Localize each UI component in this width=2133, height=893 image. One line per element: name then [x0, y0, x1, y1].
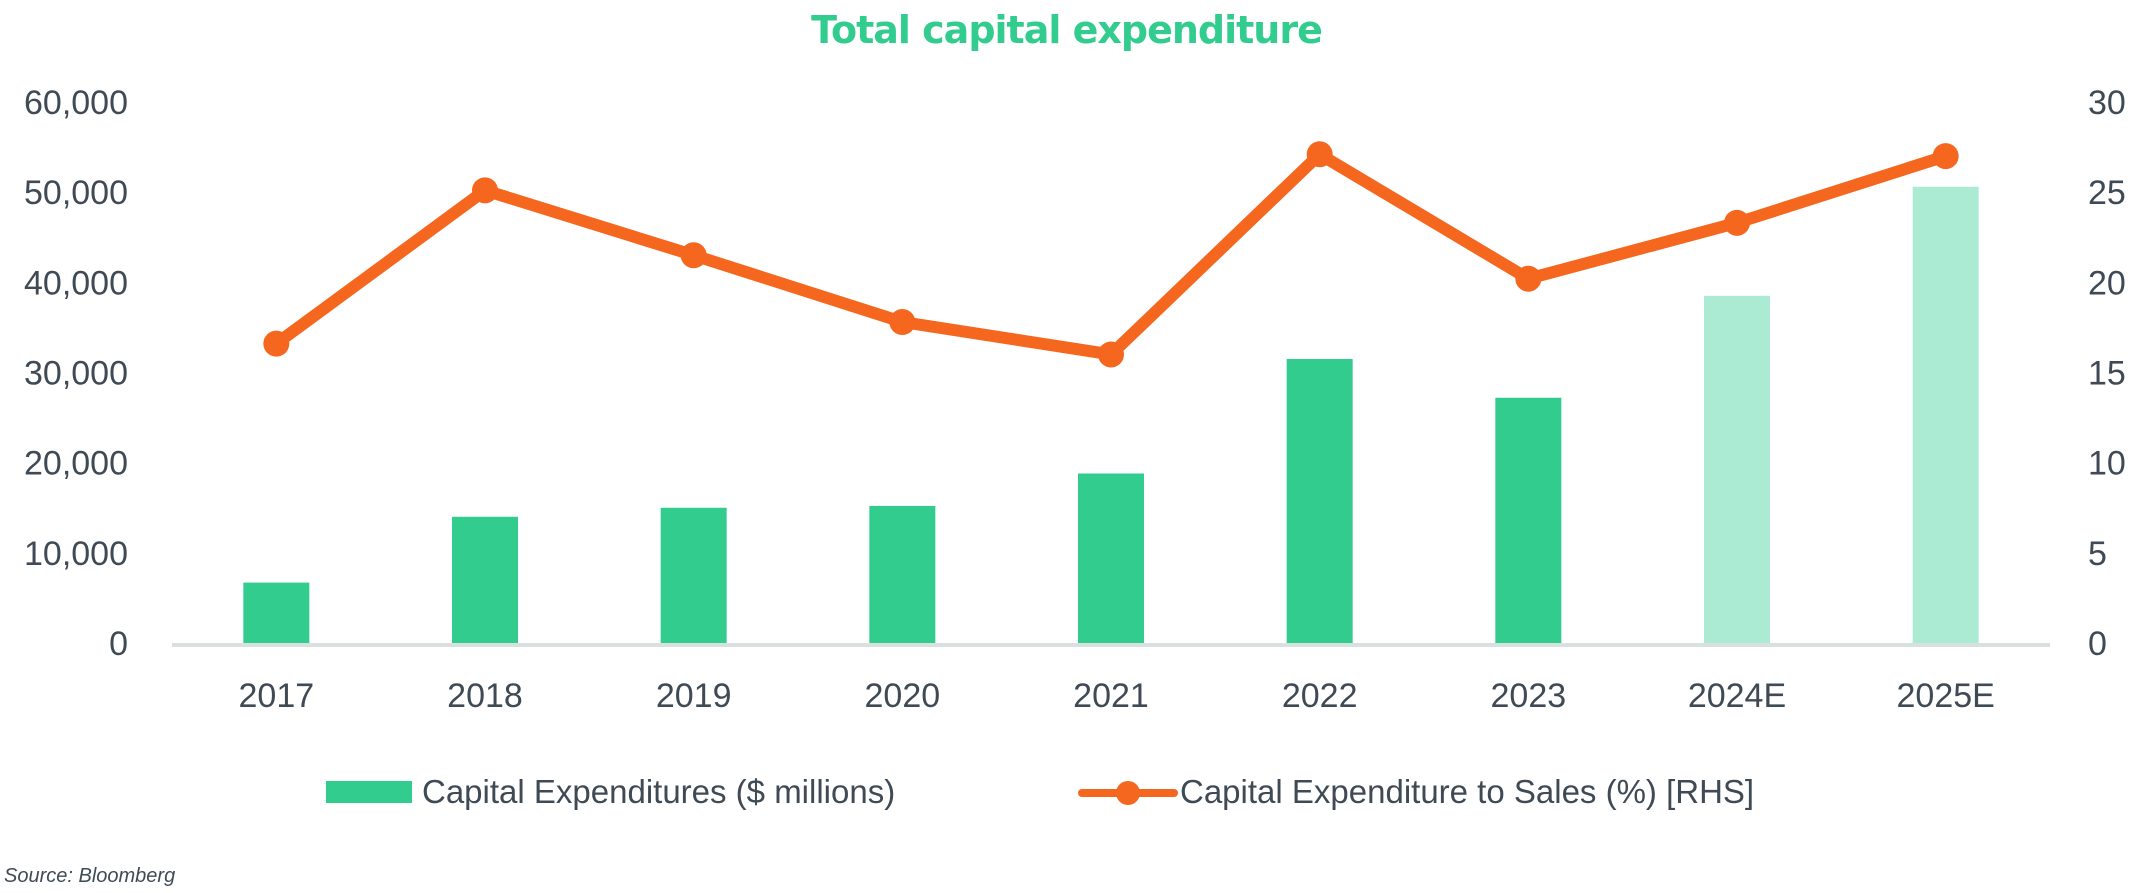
- legend-label-capex: Capital Expenditures ($ millions): [422, 773, 896, 810]
- line-point-2018: [472, 177, 498, 204]
- y-left-tick-label: 60,000: [24, 84, 128, 122]
- y-right-tick-label: 5: [2088, 535, 2107, 573]
- x-tick-label: 2025E: [1897, 677, 1995, 715]
- line-point-2020: [889, 309, 916, 336]
- y-right-tick-label: 10: [2088, 445, 2126, 483]
- source-note: Source: Bloomberg: [4, 865, 176, 887]
- capex-to-sales-line: [270, 148, 1952, 361]
- y-right-tick-label: 20: [2088, 264, 2126, 302]
- line-point-2023: [1515, 265, 1542, 292]
- y-left-tick-label: 20,000: [24, 445, 128, 483]
- chart-area: 0 10,000 20,000 30,000 40,000 50,000 60,000 0 5 1…: [24, 84, 2126, 715]
- x-tick-label: 2020: [865, 677, 941, 715]
- x-tick-label: 2023: [1491, 677, 1567, 715]
- bar-2025E: [1912, 186, 1979, 644]
- x-tick-label: 2017: [239, 677, 315, 715]
- bar-2023: [1495, 397, 1562, 643]
- x-tick-label: 2018: [447, 677, 523, 715]
- legend-bar-swatch: [326, 781, 412, 803]
- x-tick-label: 2022: [1282, 677, 1358, 715]
- bar-2021: [1078, 473, 1144, 643]
- y-left-tick-label: 30,000: [24, 355, 128, 393]
- line-point-2024E: [1724, 209, 1750, 236]
- x-tick-label: 2024E: [1688, 677, 1786, 715]
- legend-label-ratio: Capital Expenditure to Sales (%) [RHS]: [1180, 773, 1755, 810]
- y-right-tick-label: 0: [2088, 625, 2107, 663]
- line-point-2019: [680, 242, 707, 269]
- y-left-tick-label: 0: [109, 625, 128, 663]
- y-left-tick-label: 10,000: [24, 535, 128, 573]
- line-point-2017: [263, 330, 290, 357]
- x-tick-label: 2021: [1073, 677, 1149, 715]
- bar-2020: [869, 505, 936, 643]
- line-point-2022: [1306, 141, 1333, 168]
- line-point-2025E: [1932, 143, 1959, 170]
- y-right-tick-label: 25: [2088, 174, 2126, 212]
- y-left-tick-label: 40,000: [24, 264, 128, 302]
- bar-2018: [452, 516, 518, 643]
- bar-2019: [660, 507, 727, 643]
- legend-item-capex: Capital Expenditures ($ millions): [326, 770, 895, 814]
- line-point-2021: [1098, 341, 1124, 368]
- y-right-tick-label: 30: [2088, 84, 2126, 122]
- bar-2022: [1286, 358, 1353, 643]
- bar-2017: [243, 582, 310, 643]
- bar-2024E: [1704, 295, 1770, 643]
- y-right-tick-label: 15: [2088, 355, 2126, 393]
- y-left-tick-label: 50,000: [24, 174, 128, 212]
- legend: Capital Expenditures ($ millions) Capita…: [0, 770, 2133, 814]
- legend-line-swatch: [1078, 770, 1178, 814]
- chart-title: Total capital expenditure: [811, 8, 1323, 52]
- x-tick-label: 2019: [656, 677, 732, 715]
- legend-item-ratio: Capital Expenditure to Sales (%) [RHS]: [1078, 770, 1754, 814]
